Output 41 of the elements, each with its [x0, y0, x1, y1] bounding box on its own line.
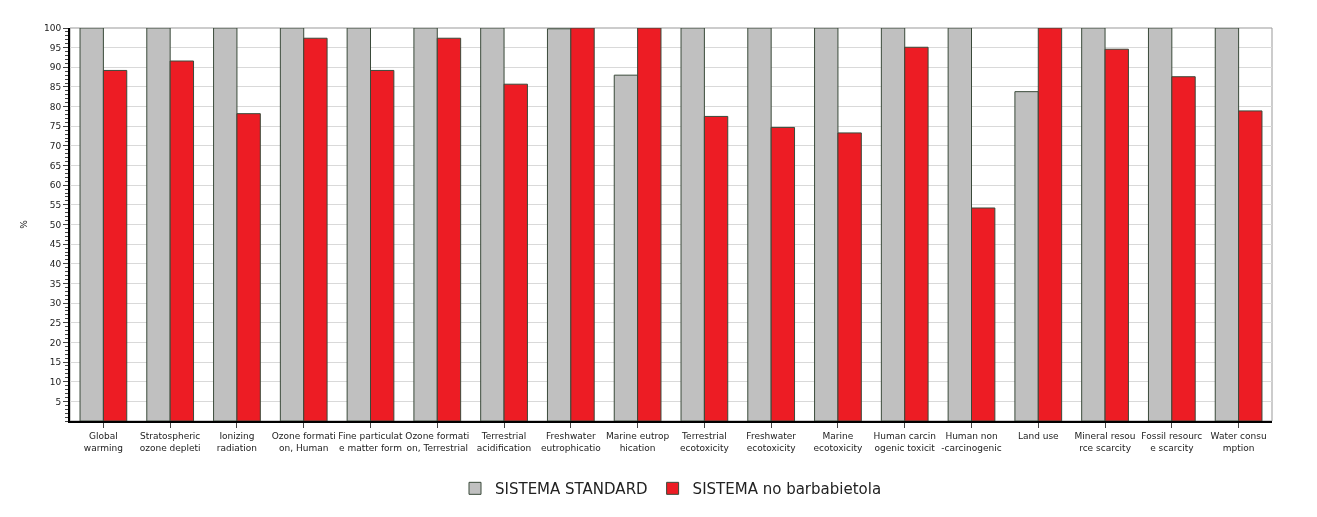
y-tick-label: 15: [49, 357, 62, 368]
x-tick-label: Fossil resourc e scarcity: [1141, 430, 1203, 453]
x-tick-label: Terrestrial ecotoxicity: [679, 430, 730, 453]
y-tick-label: 40: [49, 258, 62, 269]
y-tick-label: 75: [49, 121, 62, 132]
y-tick-label: 95: [49, 42, 62, 53]
y-tick-label: 20: [49, 337, 62, 348]
legend-label: SISTEMA STANDARD: [495, 480, 648, 499]
y-tick-label: 10: [49, 376, 62, 387]
x-tick-label: Global warming: [83, 430, 123, 453]
x-tick-label: Human carcin ogenic toxicit: [873, 430, 936, 453]
y-tick-label: 35: [49, 278, 62, 289]
y-tick-label: 85: [49, 82, 62, 93]
y-tick-label: 50: [49, 219, 62, 230]
x-tick-label: Freshwater ecotoxicity: [746, 430, 797, 453]
y-tick-label: 80: [49, 101, 62, 112]
x-tick-label: Land use: [1017, 430, 1060, 441]
x-tick-label: Fine particulat e matter form: [338, 430, 404, 453]
y-tick-label: 25: [49, 317, 62, 328]
x-tick-label: Ozone formati on, Terrestrial: [405, 430, 470, 453]
y-tick-label: 65: [49, 160, 62, 171]
x-tick-label: Ionizing radiation: [216, 430, 258, 453]
x-tick-label: Mineral resou rce scarcity: [1074, 430, 1136, 453]
x-tick-label: Freshwater eutrophicatio: [540, 430, 602, 453]
x-tick-label: Terrestrial acidification: [476, 430, 532, 453]
y-tick-label: 30: [49, 298, 62, 309]
y-tick-label: 45: [49, 239, 62, 250]
y-tick-label: 5: [55, 396, 62, 407]
x-tick-label: Stratospheric ozone depleti: [139, 430, 201, 453]
y-tick-label: 60: [49, 180, 62, 191]
x-tick-label: Marine ecotoxicity: [813, 430, 864, 453]
x-tick-label: Human non -carcinogenic: [941, 430, 1002, 453]
y-tick-label: 70: [49, 141, 62, 152]
y-tick-label: 100: [44, 23, 62, 34]
y-tick-label: 90: [49, 62, 62, 73]
legend-label: SISTEMA no barbabietola: [692, 480, 882, 499]
y-tick-label: 55: [49, 200, 62, 210]
y-axis-title: %: [18, 219, 29, 229]
x-tick-label: Marine eutrop hication: [606, 430, 670, 453]
x-tick-label: Water consu mption: [1210, 430, 1267, 453]
x-tick-label: Ozone formati on, Human: [271, 430, 336, 453]
